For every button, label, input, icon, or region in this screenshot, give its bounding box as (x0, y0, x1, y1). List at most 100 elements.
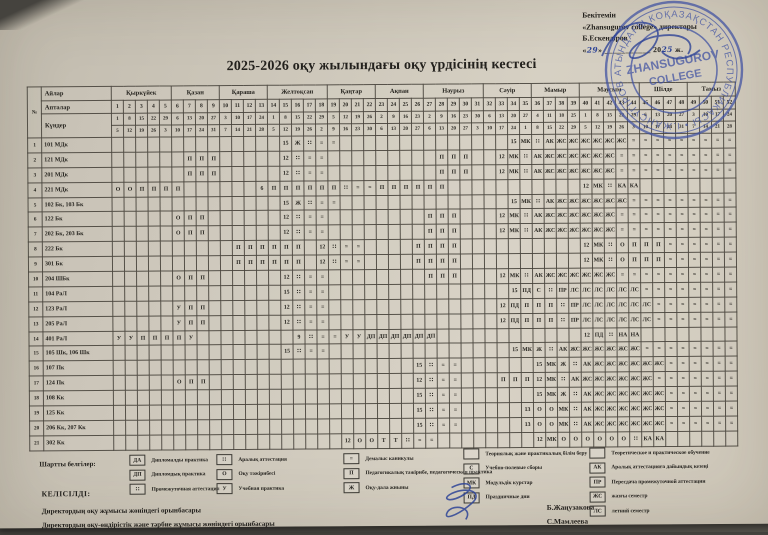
start-date-cell: 30 (471, 110, 484, 123)
schedule-cell: ЖС (629, 342, 642, 358)
schedule-cell: ЖС (555, 134, 568, 150)
schedule-cell: П (196, 270, 209, 286)
schedule-cell: ЖС (641, 401, 654, 417)
schedule-cell (412, 299, 425, 314)
schedule-cell: ∷ (604, 327, 618, 343)
schedule-cell (677, 431, 690, 447)
schedule-cell (531, 179, 545, 195)
schedule-cell: = (616, 267, 629, 283)
schedule-cell (497, 432, 510, 448)
schedule-cell: ЖС (581, 372, 594, 388)
schedule-cell: МК (592, 238, 605, 254)
schedule-cell (123, 167, 136, 182)
schedule-cell: П (280, 240, 293, 256)
schedule-cell: ЖС (641, 416, 654, 432)
schedule-cell (244, 315, 257, 331)
schedule-cell (220, 270, 233, 286)
schedule-cell (220, 225, 233, 241)
schedule-cell: ДП (364, 329, 378, 345)
schedule-cell: = (627, 193, 641, 209)
schedule-cell: = (713, 341, 726, 357)
schedule-cell (329, 418, 342, 434)
schedule-cell (473, 402, 486, 418)
schedule-cell: П (544, 312, 557, 328)
week-number-cell: 17 (303, 98, 316, 113)
schedule-cell: = (317, 344, 330, 360)
schedule-cell: = (700, 222, 713, 238)
schedule-cell (495, 134, 508, 150)
schedule-cell (136, 256, 149, 272)
schedule-cell: = (675, 148, 688, 164)
schedule-cell (268, 195, 281, 211)
schedule-cell (208, 270, 221, 286)
week-number-cell: 14 (267, 99, 280, 113)
schedule-cell (255, 136, 268, 152)
schedule-cell: 15 (533, 357, 546, 373)
schedule-cell (245, 344, 258, 360)
schedule-cell (461, 343, 474, 359)
end-date-cell: 15 (543, 122, 556, 135)
schedule-cell (460, 283, 473, 299)
schedule-cell (376, 284, 389, 300)
week-number-cell: 6 (171, 99, 184, 113)
schedule-cell (340, 299, 353, 315)
schedule-cell (124, 271, 137, 287)
row-number-cell: 2 (27, 152, 42, 168)
schedule-cell: ∷ (425, 388, 438, 404)
schedule-cell (387, 150, 400, 166)
schedule-cell: = (616, 223, 629, 239)
end-date-cell: 27 (411, 123, 424, 136)
schedule-cell: П (412, 254, 425, 270)
schedule-cell: О (123, 181, 137, 197)
schedule-cell: ЖС (593, 372, 606, 388)
week-number-cell: 39 (567, 97, 580, 111)
schedule-cell (471, 179, 485, 195)
schedule-cell: = (687, 163, 700, 179)
schedule-cell: ЛС (604, 312, 617, 328)
schedule-cell: П (652, 252, 665, 268)
schedule-cell (389, 358, 402, 374)
schedule-cell (377, 388, 390, 404)
schedule-cell: П (448, 268, 461, 284)
schedule-cell (399, 150, 412, 166)
schedule-cell: = (689, 356, 702, 372)
schedule-cell (244, 300, 257, 316)
end-date-cell: 5 (111, 125, 124, 138)
schedule-cell: = (652, 207, 665, 223)
month-cell: Сәуір (483, 83, 532, 98)
schedule-cell: П (159, 181, 173, 197)
schedule-cell (411, 135, 424, 151)
schedule-cell: ЖС (544, 223, 557, 239)
group-name-cell: 204 ШБк (42, 271, 113, 287)
legend-label: Промежуточная аттестация (151, 485, 220, 493)
schedule-cell (497, 357, 510, 373)
schedule-cell: П (448, 254, 461, 270)
row-number-cell: 4 (27, 182, 43, 198)
schedule-cell (509, 432, 522, 448)
schedule-cell (149, 390, 162, 406)
schedule-cell (423, 135, 436, 151)
schedule-cell: = (304, 299, 317, 315)
schedule-cell (365, 418, 378, 434)
schedule-cell (255, 166, 268, 182)
week-number-cell: 15 (279, 99, 292, 113)
schedule-cell (208, 315, 221, 331)
schedule-cell (209, 419, 222, 435)
schedule-cell (471, 149, 484, 165)
week-number-cell: 21 (351, 98, 364, 112)
schedule-cell (221, 419, 234, 435)
schedule-cell: 6 (255, 180, 269, 196)
schedule-cell: ЛС (604, 297, 617, 313)
schedule-cell (112, 211, 125, 227)
schedule-cell (256, 225, 269, 241)
schedule-cell: П (521, 372, 534, 388)
schedule-cell: = (352, 254, 365, 270)
week-number-cell: 25 (399, 98, 412, 112)
schedule-cell: П (447, 164, 460, 180)
schedule-cell (485, 402, 498, 418)
start-date-cell: 26 (363, 111, 376, 124)
schedule-cell: = (640, 282, 653, 298)
schedule-cell: = (651, 163, 664, 179)
schedule-cell: 12 (533, 432, 546, 448)
schedule-cell: П (411, 179, 425, 195)
